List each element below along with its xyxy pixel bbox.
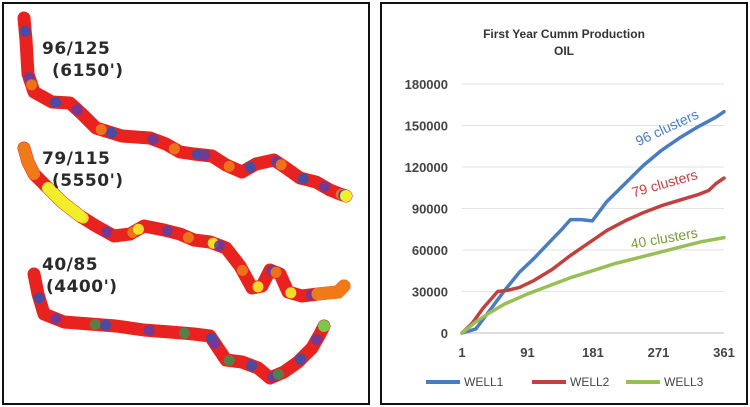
cluster-dot (236, 264, 248, 276)
well-label-2-depth: (5550') (52, 171, 124, 191)
well-trajectory-panel: 96/125 (6150') 79/115 (5550') 40/85 (440… (2, 2, 370, 405)
x-axis-ticks: 1 91 181 271 361 (458, 345, 734, 360)
y-tick-label: 30000 (412, 285, 448, 300)
cluster-dot (95, 124, 107, 136)
legend-label-well1: WELL1 (464, 375, 504, 389)
y-tick-label: 150000 (405, 119, 448, 134)
well-label-1-ratio: 96/125 (42, 39, 111, 59)
legend-label-well3: WELL3 (664, 375, 704, 389)
cluster-dot (318, 181, 330, 193)
y-tick-label: 90000 (412, 202, 448, 217)
cluster-dot (178, 327, 190, 339)
cluster-dot (71, 104, 83, 116)
cluster-dot (311, 334, 323, 346)
cluster-dot (100, 319, 112, 331)
cluster-dot (223, 354, 235, 366)
cluster-dot (147, 133, 159, 145)
series-line-well1 (460, 109, 726, 335)
x-tick-label: 361 (713, 345, 735, 360)
y-tick-label: 0 (441, 326, 448, 341)
well-label-2-ratio: 79/115 (42, 149, 111, 169)
cluster-dot (244, 161, 256, 173)
cluster-dot (199, 149, 211, 161)
chart-title: First Year Cumm Production (483, 27, 645, 41)
cluster-dot (26, 79, 38, 91)
well-label-3: 40/85 (4400') (42, 254, 118, 298)
annotation-96-clusters: 96 clusters (633, 106, 701, 149)
cluster-dot (246, 360, 258, 372)
cluster-dot (270, 266, 282, 278)
well-label-1-depth: (6150') (52, 61, 124, 81)
cluster-dot (132, 223, 144, 235)
cluster-dot (252, 281, 264, 293)
chart-subtitle: OIL (554, 44, 574, 58)
x-tick-label: 271 (648, 345, 670, 360)
well-trajectories (17, 11, 353, 385)
chart-legend: WELL1 WELL2 WELL3 (426, 375, 704, 389)
production-chart-panel: First Year Cumm Production OIL 0 30000 600… (380, 2, 748, 405)
legend-label-well2: WELL2 (570, 375, 610, 389)
well-label-3-ratio: 40/85 (42, 255, 99, 275)
cluster-dot (50, 313, 62, 325)
y-axis-ticks: 0 30000 60000 90000 120000 150000 180000 (405, 77, 448, 341)
cluster-dot (161, 225, 173, 237)
well-toe-dot (318, 320, 330, 332)
x-tick-label: 1 (458, 345, 465, 360)
cluster-dot (33, 292, 45, 304)
cluster-dot (295, 353, 307, 365)
cluster-dot (168, 143, 180, 155)
well-label-2: 79/115 (5550') (42, 148, 124, 192)
cluster-dot (143, 324, 155, 336)
cluster-dot (182, 232, 194, 244)
y-tick-label: 180000 (405, 77, 448, 92)
x-tick-label: 181 (582, 345, 604, 360)
annotation-79-clusters: 79 clusters (630, 166, 699, 200)
cluster-dot (101, 226, 113, 238)
annotation-40-clusters: 40 clusters (629, 224, 698, 252)
cluster-dot (19, 25, 31, 37)
cluster-dot (214, 240, 226, 252)
y-tick-label: 120000 (405, 160, 448, 175)
cluster-dot (209, 337, 221, 349)
cluster-dot (275, 159, 287, 171)
cluster-dot (106, 127, 118, 139)
cluster-dot (285, 287, 297, 299)
cluster-dot (272, 368, 284, 380)
cluster-dot (297, 173, 309, 185)
well-toe-dot (340, 190, 352, 202)
series-line-well2 (460, 176, 726, 335)
well-label-1: 96/125 (6150') (42, 38, 124, 82)
cluster-dot (50, 96, 62, 108)
series-lines (460, 109, 726, 335)
cluster-dot (223, 160, 235, 172)
cumulative-production-chart: First Year Cumm Production OIL 0 30000 600… (405, 27, 735, 389)
series-line-well3 (460, 235, 726, 335)
cluster-dot (89, 318, 101, 330)
well-heel-segment (42, 182, 86, 222)
x-tick-label: 91 (520, 345, 534, 360)
well-label-3-depth: (4400') (46, 277, 118, 297)
well-toe-segment (311, 279, 351, 301)
y-tick-label: 60000 (412, 243, 448, 258)
well-heel-segment (18, 142, 40, 180)
